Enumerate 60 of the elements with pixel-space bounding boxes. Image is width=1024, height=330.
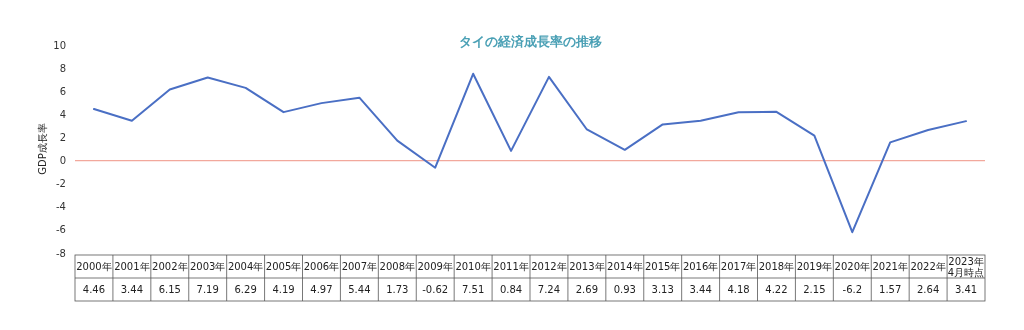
x-tick-label: 2004年 — [227, 261, 264, 272]
x-tick-label: 2021年 — [872, 261, 908, 272]
y-tick-label: -2 — [56, 178, 66, 190]
y-tick-label: 8 — [59, 62, 66, 74]
data-label: 3.41 — [954, 284, 978, 295]
x-tick-label: 2015年 — [644, 261, 681, 272]
x-tick-label: 2005年 — [265, 261, 302, 272]
x-tick-label: 2006年 — [303, 261, 340, 272]
data-label: 4.22 — [765, 284, 788, 295]
x-tick-label: 2013年 — [569, 261, 605, 272]
y-tick-label: -4 — [56, 201, 66, 213]
data-label: 7.19 — [196, 284, 219, 295]
x-tick-label: 2022年 — [910, 261, 946, 272]
data-label: 2.64 — [916, 284, 940, 295]
data-label: 4.97 — [310, 284, 333, 295]
y-tick-label: 10 — [53, 39, 66, 51]
x-tick-label: 2007年 — [341, 261, 378, 272]
data-label: 1.73 — [386, 284, 409, 295]
data-label: 6.15 — [158, 284, 181, 295]
x-tick-label: 2023年4月時点 — [947, 255, 985, 278]
x-tick-label: 2019年 — [796, 261, 833, 272]
data-label: -0.62 — [422, 284, 449, 295]
y-tick-label: 4 — [59, 108, 66, 120]
data-label: 3.13 — [651, 284, 674, 295]
data-label: 4.18 — [727, 284, 750, 295]
data-label: 7.51 — [461, 284, 485, 295]
ylabel: GDP成長率 — [37, 123, 48, 175]
x-tick-label: 2011年 — [493, 261, 529, 272]
x-tick-label: 2008年 — [379, 261, 416, 272]
x-tick-label: 2014年 — [607, 261, 643, 272]
data-label: 7.24 — [537, 284, 561, 295]
y-tick-label: 0 — [59, 155, 66, 167]
data-label: 1.57 — [879, 284, 902, 295]
data-label: 5.44 — [348, 284, 371, 295]
y-tick-label: -6 — [56, 224, 66, 236]
data-label: 3.44 — [120, 284, 144, 295]
x-tick-label: 2001年 — [114, 261, 150, 272]
title: タイの経済成長率の推移 — [458, 34, 602, 49]
data-label: -6.2 — [842, 284, 863, 295]
x-tick-label: 2000年 — [76, 261, 112, 272]
x-tick-label: 2018年 — [758, 261, 795, 272]
data-label: 3.44 — [689, 284, 712, 295]
x-tick-label: 2012年 — [531, 261, 567, 272]
data-label: 2.69 — [575, 284, 599, 295]
data-label: 4.19 — [272, 284, 295, 295]
x-tick-label: 2020年 — [834, 261, 871, 272]
x-tick-label: 2010年 — [455, 261, 491, 272]
data-label: 4.46 — [82, 284, 106, 295]
data-label: 0.93 — [613, 284, 636, 295]
data-label: 2.15 — [803, 284, 826, 295]
y-tick-label: 2 — [59, 131, 66, 143]
x-tick-label: 2017年 — [720, 261, 757, 272]
x-tick-label: 2009年 — [417, 261, 453, 272]
x-tick-label: 2003年 — [189, 261, 226, 272]
x-tick-label: 2016年 — [682, 261, 719, 272]
data-label: 0.84 — [499, 284, 523, 295]
y-tick-label: -8 — [56, 247, 66, 259]
x-tick-label: 2002年 — [152, 261, 188, 272]
data-label: 6.29 — [234, 284, 257, 295]
y-tick-label: 6 — [59, 85, 66, 97]
